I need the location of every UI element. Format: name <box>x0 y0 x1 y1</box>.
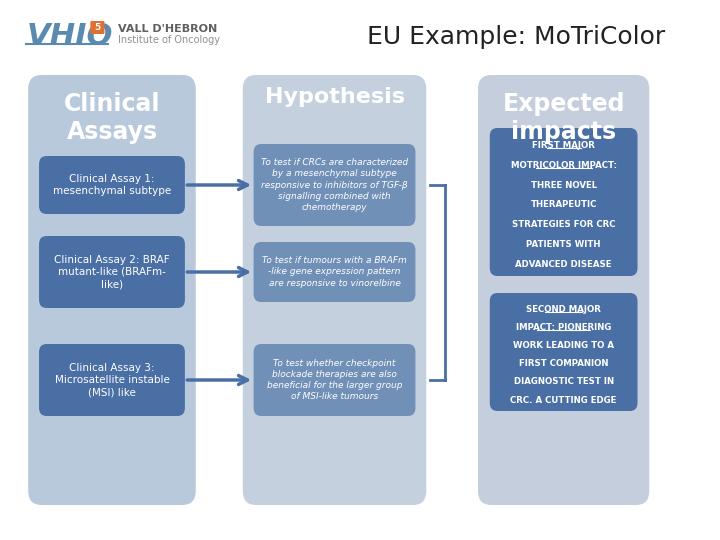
FancyBboxPatch shape <box>490 293 637 411</box>
Text: To test if CRCs are characterized
by a mesenchymal subtype
responsive to inhibit: To test if CRCs are characterized by a m… <box>261 158 408 212</box>
FancyBboxPatch shape <box>490 128 637 276</box>
FancyBboxPatch shape <box>90 21 104 34</box>
FancyBboxPatch shape <box>243 75 426 505</box>
FancyBboxPatch shape <box>39 236 185 308</box>
Text: Clinical Assay 1:
mesenchymal subtype: Clinical Assay 1: mesenchymal subtype <box>53 174 171 196</box>
Text: THERAPEUTIC: THERAPEUTIC <box>531 200 597 210</box>
Text: To test if tumours with a BRAFm
-like gene expression pattern
are responsive to : To test if tumours with a BRAFm -like ge… <box>262 256 407 288</box>
Text: Expected
impacts: Expected impacts <box>503 92 625 144</box>
FancyBboxPatch shape <box>253 242 415 302</box>
Text: DIAGNOSTIC TEST IN: DIAGNOSTIC TEST IN <box>513 377 613 387</box>
Text: Clinical Assay 3:
Microsatellite instable
(MSI) like: Clinical Assay 3: Microsatellite instabl… <box>55 362 169 397</box>
Text: FIRST COMPANION: FIRST COMPANION <box>519 359 608 368</box>
Text: STRATEGIES FOR CRC: STRATEGIES FOR CRC <box>512 220 616 229</box>
Text: EU Example: MoTriColor: EU Example: MoTriColor <box>367 25 665 49</box>
Text: WORK LEADING TO A: WORK LEADING TO A <box>513 341 614 350</box>
FancyBboxPatch shape <box>28 75 196 505</box>
FancyBboxPatch shape <box>478 75 649 505</box>
Text: Clinical Assay 2: BRAF
mutant-like (BRAFm-
like): Clinical Assay 2: BRAF mutant-like (BRAF… <box>54 254 170 289</box>
Text: VALL D'HEBRON: VALL D'HEBRON <box>117 24 217 34</box>
FancyBboxPatch shape <box>253 144 415 226</box>
Text: To test whether checkpoint
blockade therapies are also
beneficial for the larger: To test whether checkpoint blockade ther… <box>267 359 402 401</box>
Text: FIRST MAJOR: FIRST MAJOR <box>532 141 595 150</box>
Text: Institute of Oncology: Institute of Oncology <box>117 35 220 45</box>
Text: VHIO: VHIO <box>27 22 113 51</box>
FancyBboxPatch shape <box>39 156 185 214</box>
Text: ADVANCED DISEASE: ADVANCED DISEASE <box>516 260 612 269</box>
Text: Hypothesis: Hypothesis <box>264 87 405 107</box>
FancyBboxPatch shape <box>39 344 185 416</box>
Text: SECOND MAJOR: SECOND MAJOR <box>526 305 601 314</box>
Text: 5: 5 <box>94 23 100 32</box>
Text: PATIENTS WITH: PATIENTS WITH <box>526 240 601 249</box>
Text: Clinical
Assays: Clinical Assays <box>64 92 161 144</box>
FancyBboxPatch shape <box>253 344 415 416</box>
Text: MOTRICOLOR IMPACT:: MOTRICOLOR IMPACT: <box>510 161 616 170</box>
Text: THREE NOVEL: THREE NOVEL <box>531 181 597 190</box>
Text: IMPACT: PIONERING: IMPACT: PIONERING <box>516 323 611 332</box>
Text: CRC. A CUTTING EDGE: CRC. A CUTTING EDGE <box>510 396 617 404</box>
